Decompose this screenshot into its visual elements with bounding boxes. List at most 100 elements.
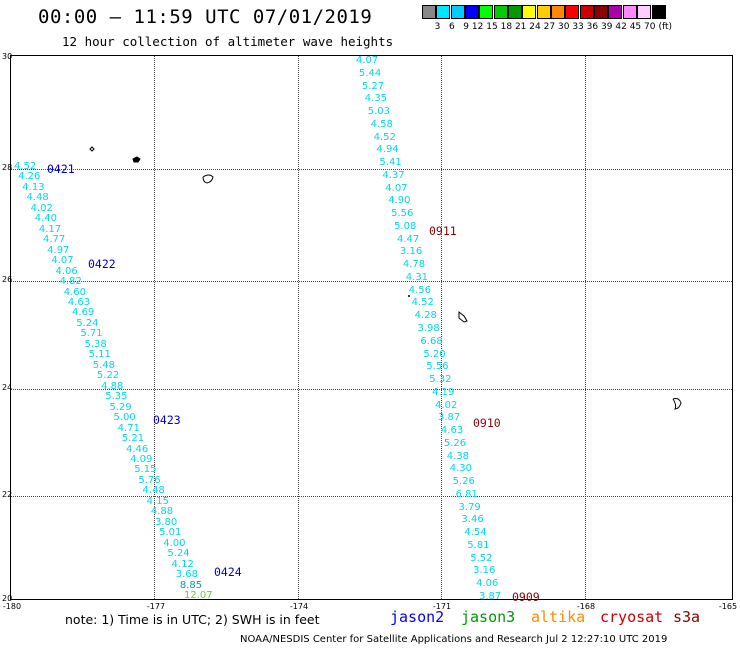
color-swatch [450, 5, 465, 19]
wave-height-label: 4.37 [382, 169, 405, 181]
color-swatch [479, 5, 494, 19]
wave-height-label: 4.31 [405, 271, 429, 283]
color-scale-bar [422, 5, 666, 19]
wave-height-label: 4.46 [125, 443, 149, 455]
time-label-0421: 0421 [47, 162, 75, 176]
wave-height-label: 4.52 [14, 161, 37, 172]
legend-s3a: s3a [673, 608, 701, 626]
legend-jason3: jason3 [461, 608, 516, 626]
map-title: 00:00 — 11:59 UTC 07/01/2019 [38, 6, 373, 28]
wave-height-label: 4.97 [47, 244, 70, 256]
legend-cryosat: cryosat [600, 608, 664, 626]
wave-height-label: 3.68 [175, 569, 198, 581]
scale-label: 21 [514, 22, 527, 32]
gridline-lat-26 [11, 281, 732, 282]
wave-height-label: 4.09 [130, 453, 153, 465]
lat-label-26: 26 [2, 275, 13, 284]
scale-label: 15 [486, 22, 498, 32]
wave-height-label: 4.02 [435, 399, 458, 411]
wave-height-label: 5.22 [96, 370, 120, 382]
lon-label-180: -180 [2, 602, 22, 611]
wave-height-label: 4.30 [449, 463, 472, 475]
gridline-lat-24 [11, 389, 732, 390]
island-outlines [89, 146, 682, 410]
lat-label-24: 24 [2, 383, 13, 392]
wave-height-label: 5.26 [452, 476, 475, 488]
wave-height-label: 4.88 [101, 380, 124, 392]
gridline-lat-22 [11, 496, 732, 497]
wave-height-label: 5.01 [159, 527, 182, 539]
wave-height-label: 3.79 [458, 501, 481, 513]
wave-height-label: 3.16 [399, 246, 423, 258]
wave-height-label: 5.35 [105, 391, 128, 403]
gridline-lon-177 [154, 56, 155, 599]
wave-height-label: 5.15 [134, 464, 157, 476]
wave-height-label: 5.08 [394, 220, 417, 232]
scale-label: 12 [471, 22, 484, 32]
legend-jason2: jason2 [390, 608, 445, 626]
wave-height-label: 3.80 [154, 516, 178, 528]
wave-height-label: 4.48 [142, 485, 165, 497]
color-swatch [651, 5, 666, 19]
wave-height-label: 5.24 [76, 317, 99, 329]
wave-height-label: 4.58 [370, 118, 393, 130]
wave-height-label: 4.06 [476, 578, 499, 590]
wave-height-label: 5.11 [88, 349, 111, 361]
wave-height-label: 4.47 [397, 233, 420, 245]
scale-label: 36 [586, 22, 599, 32]
wave-height-label: 4.15 [146, 495, 169, 507]
color-swatch [594, 5, 609, 19]
wave-height-label: 4.06 [55, 265, 78, 277]
wave-height-label: 6.68 [420, 335, 443, 347]
wave-height-label: 4.38 [446, 450, 470, 462]
wave-height-label: 5.48 [92, 359, 116, 371]
wave-height-label: 3.98 [417, 323, 440, 334]
wave-height-label: 4.40 [34, 213, 57, 225]
wave-height-label: 3.46 [461, 514, 484, 526]
color-swatch [465, 5, 480, 19]
wave-height-label: 4.07 [356, 55, 379, 66]
wave-height-label: 4.00 [163, 537, 186, 549]
wave-height-label: 4.54 [464, 527, 487, 539]
scale-label: 9 [463, 22, 470, 32]
wave-height-label: 5.56 [391, 208, 414, 220]
lat-label-28: 28 [2, 163, 13, 172]
wave-height-label: 5.21 [121, 433, 145, 445]
color-swatch [493, 5, 508, 19]
lon-label-171: -171 [432, 602, 452, 611]
wave-height-label: 4.07 [385, 182, 408, 194]
scale-label: 3 [434, 22, 441, 32]
scale-label: 24 [529, 22, 541, 32]
wave-height-label: 5.29 [109, 401, 132, 413]
wave-height-label: 5.38 [84, 338, 107, 350]
wave-height-label: 4.12 [171, 558, 194, 570]
scale-label: 39 [601, 22, 613, 32]
scale-label: 45 [629, 22, 642, 32]
units-note: note: 1) Time is in UTC; 2) SWH is in fe… [65, 612, 320, 627]
wave-height-label: 5.44 [358, 67, 382, 79]
lon-label-165: -165 [718, 602, 738, 611]
wave-height-label: 4.35 [364, 93, 388, 105]
wave-height-label: 3.87 [438, 412, 461, 424]
lat-label-20: 20 [2, 594, 13, 603]
color-swatch [551, 5, 566, 19]
wave-height-label: 5.56 [426, 361, 449, 373]
lon-label-174: -174 [289, 602, 309, 611]
map-plot-area [10, 55, 733, 600]
wave-height-label: 4.48 [26, 192, 49, 204]
gridline-lat-28 [11, 169, 732, 170]
wave-height-label: 5.26 [443, 437, 467, 449]
wave-height-label: 4.82 [59, 276, 82, 288]
wave-height-label: 5.52 [470, 552, 493, 564]
wave-height-label: 6.81 [455, 488, 478, 500]
wave-height-label: 8.85 [179, 579, 203, 591]
scale-label: 70 [644, 22, 656, 32]
scale-label: 30 [557, 22, 570, 32]
time-label-0910: 0910 [473, 416, 501, 430]
color-swatch [565, 5, 580, 19]
wave-height-label: 5.27 [361, 80, 385, 92]
wave-height-label: 4.26 [18, 171, 41, 183]
gridline-lon-174 [298, 56, 299, 599]
wave-height-label: 5.24 [167, 548, 190, 560]
wave-height-label: 4.63 [67, 297, 91, 309]
